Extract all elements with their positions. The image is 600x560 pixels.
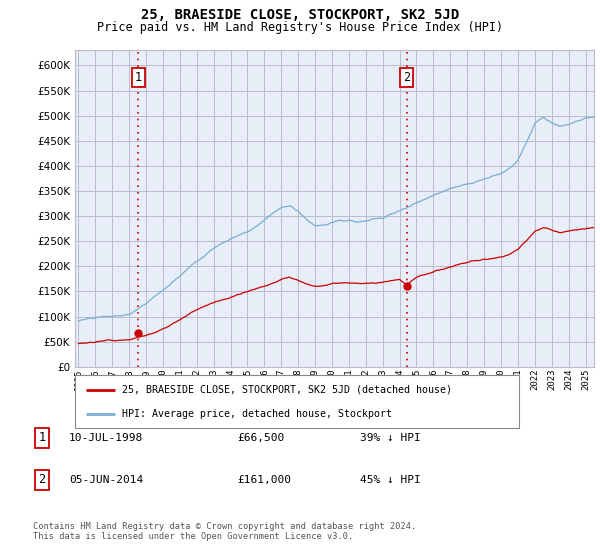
Text: 1: 1 [134, 71, 142, 84]
Text: 05-JUN-2014: 05-JUN-2014 [69, 475, 143, 485]
Text: Contains HM Land Registry data © Crown copyright and database right 2024.
This d: Contains HM Land Registry data © Crown c… [33, 522, 416, 542]
Text: 2: 2 [403, 71, 410, 84]
Text: 25, BRAESIDE CLOSE, STOCKPORT, SK2 5JD: 25, BRAESIDE CLOSE, STOCKPORT, SK2 5JD [141, 8, 459, 22]
Text: 10-JUL-1998: 10-JUL-1998 [69, 433, 143, 443]
Text: £66,500: £66,500 [237, 433, 284, 443]
Text: 1: 1 [38, 431, 46, 445]
Text: HPI: Average price, detached house, Stockport: HPI: Average price, detached house, Stoc… [122, 409, 392, 419]
FancyBboxPatch shape [75, 375, 519, 428]
Text: Price paid vs. HM Land Registry's House Price Index (HPI): Price paid vs. HM Land Registry's House … [97, 21, 503, 34]
Text: 45% ↓ HPI: 45% ↓ HPI [360, 475, 421, 485]
Text: 25, BRAESIDE CLOSE, STOCKPORT, SK2 5JD (detached house): 25, BRAESIDE CLOSE, STOCKPORT, SK2 5JD (… [122, 385, 452, 395]
Text: 2: 2 [38, 473, 46, 487]
Text: £161,000: £161,000 [237, 475, 291, 485]
Text: 39% ↓ HPI: 39% ↓ HPI [360, 433, 421, 443]
